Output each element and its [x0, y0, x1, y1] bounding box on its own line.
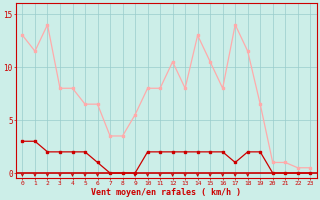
X-axis label: Vent moyen/en rafales ( km/h ): Vent moyen/en rafales ( km/h )	[92, 188, 241, 197]
